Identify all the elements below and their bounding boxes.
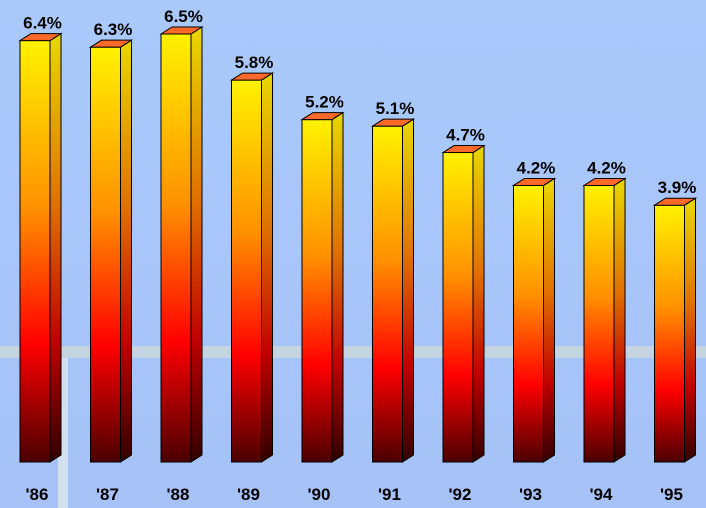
bar-top-cap xyxy=(511,177,557,186)
x-axis-tick-labels: '86 '87 '88 '89 '90 '91 '92 '93 '94 '95 xyxy=(26,485,683,504)
data-label: 5.2% xyxy=(305,93,344,112)
bar xyxy=(441,144,486,463)
bar-top-cap xyxy=(441,145,486,154)
x-tick-label: '88 xyxy=(167,485,190,504)
data-label: 4.2% xyxy=(587,158,626,177)
bar xyxy=(370,118,416,463)
bar-side-face xyxy=(684,197,696,463)
bar-side-face xyxy=(120,39,132,463)
bar-side-face xyxy=(190,26,203,463)
data-labels: 6.4% 6.3% 6.5% 5.8% 5.2% 5.1% 4.7% 4.2% 4.2% 3.9% xyxy=(23,7,696,197)
x-tick-label: '90 xyxy=(308,485,331,504)
bar-top-cap xyxy=(88,39,134,48)
bar-front-face xyxy=(583,184,615,463)
bar-side-face xyxy=(543,177,555,463)
x-tick-label: '93 xyxy=(519,485,542,504)
x-tick-label: '86 xyxy=(26,485,49,504)
bar-front-face xyxy=(372,125,403,463)
data-label: 3.9% xyxy=(658,178,697,197)
data-label: 6.4% xyxy=(23,14,62,33)
bar xyxy=(511,177,557,463)
bar-front-face xyxy=(160,33,192,463)
bar-top-cap xyxy=(652,197,698,206)
bar xyxy=(229,72,275,463)
data-label: 6.3% xyxy=(94,20,133,39)
bar-side-face xyxy=(261,72,273,463)
bar xyxy=(582,177,627,463)
bar-side-face xyxy=(613,177,626,463)
bar-top-cap xyxy=(582,177,627,186)
bar xyxy=(159,26,204,463)
x-tick-label: '94 xyxy=(590,485,613,504)
x-tick-label: '92 xyxy=(449,485,472,504)
bar-top-cap xyxy=(370,118,416,127)
bar xyxy=(652,197,698,463)
bar xyxy=(18,32,63,463)
bar-side-face xyxy=(49,32,62,463)
data-label: 6.5% xyxy=(164,7,203,26)
bar-front-face xyxy=(19,40,51,463)
data-label: 4.2% xyxy=(517,158,556,177)
bar-top-cap xyxy=(229,72,275,81)
bar-side-face xyxy=(402,118,414,463)
data-label: 4.7% xyxy=(446,126,485,145)
data-label: 5.8% xyxy=(235,53,274,72)
x-tick-label: '95 xyxy=(660,485,683,504)
bar-top-cap xyxy=(18,33,63,42)
bar xyxy=(88,39,134,463)
bar-front-face xyxy=(90,46,121,463)
bar xyxy=(300,111,345,463)
x-tick-label: '91 xyxy=(378,485,401,504)
bar-side-face xyxy=(331,111,344,463)
data-label: 5.1% xyxy=(376,99,415,118)
x-tick-label: '89 xyxy=(237,485,260,504)
bar-front-face xyxy=(231,79,262,463)
bar-front-face xyxy=(301,119,333,463)
bar-series xyxy=(18,26,698,463)
x-tick-label: '87 xyxy=(96,485,119,504)
bar-front-face xyxy=(654,204,685,463)
bar-top-cap xyxy=(300,112,345,121)
bar-front-face xyxy=(442,152,474,463)
bar-front-face xyxy=(513,184,544,463)
bar-side-face xyxy=(472,144,485,463)
bar-top-cap xyxy=(159,26,204,35)
background-band-vertical xyxy=(58,358,68,508)
